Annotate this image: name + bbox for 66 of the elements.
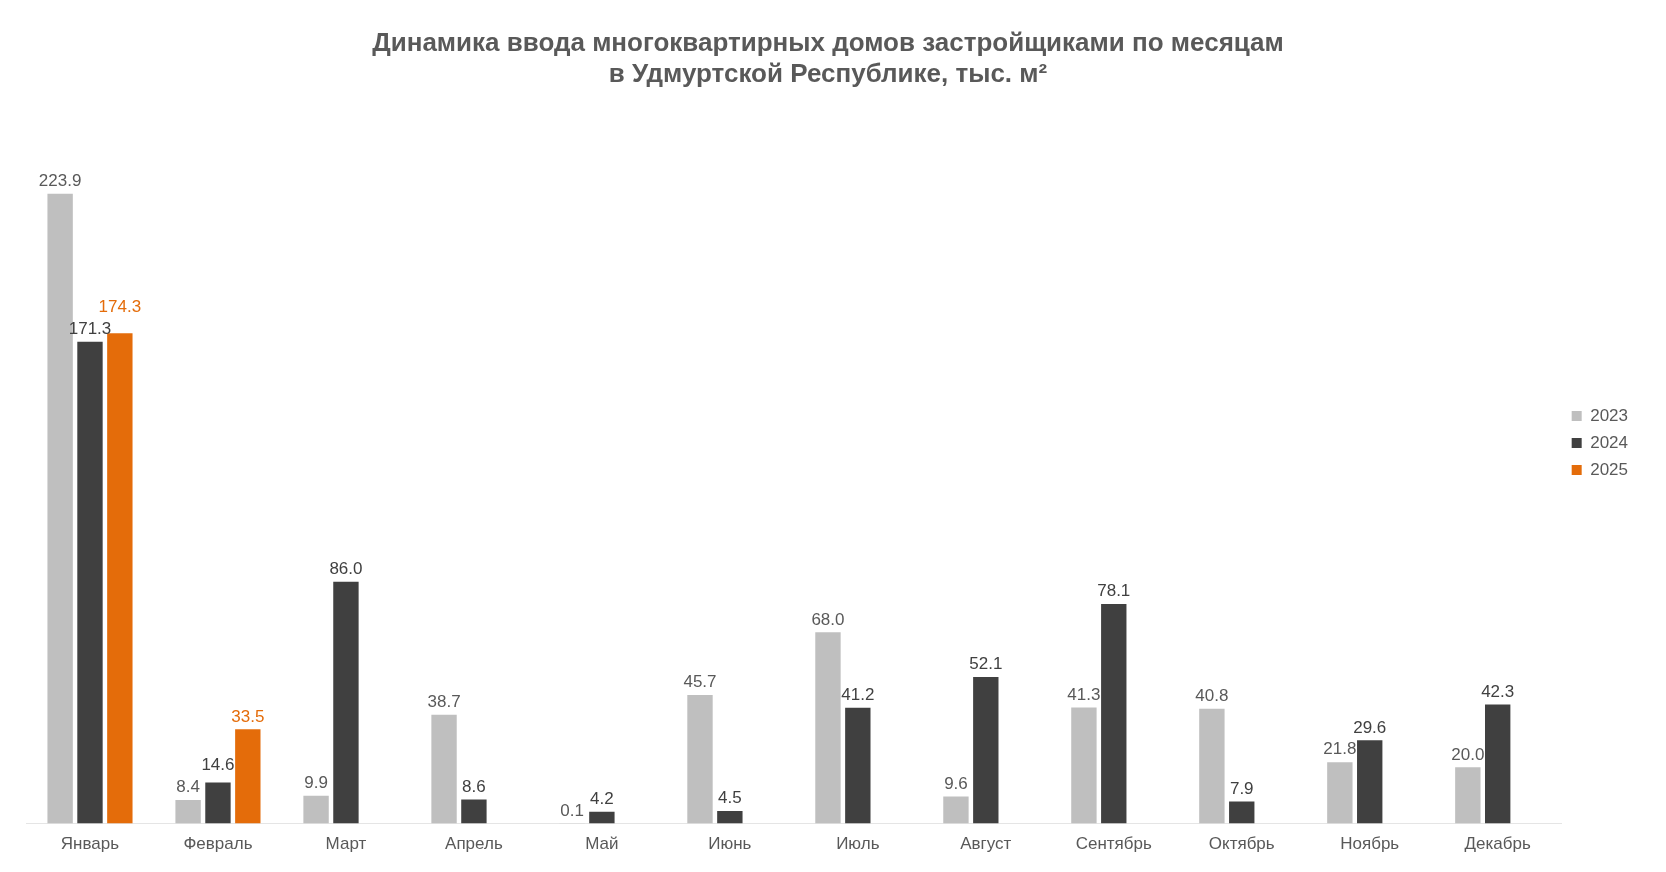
data-label: 7.9 — [1229, 778, 1254, 798]
bar — [1101, 603, 1127, 824]
bar — [1357, 740, 1383, 824]
data-label: 8.4 — [176, 777, 200, 797]
bar — [205, 782, 231, 824]
data-label: 9.6 — [944, 773, 968, 793]
bar — [333, 581, 359, 824]
legend-label: 2025 — [1590, 459, 1629, 479]
data-label: 21.8 — [1323, 739, 1357, 759]
x-tick-label: Январь — [60, 834, 120, 854]
data-label: 78.1 — [1097, 581, 1131, 601]
data-label: 4.5 — [718, 788, 742, 808]
data-label: 20.0 — [1451, 744, 1485, 764]
data-label: 9.9 — [304, 772, 328, 792]
data-label: 29.6 — [1353, 717, 1387, 737]
x-tick-label: Март — [325, 834, 367, 854]
data-label: 171.3 — [68, 318, 112, 338]
x-tick-label: Июнь — [708, 834, 752, 854]
bar — [303, 795, 329, 824]
bar — [1327, 762, 1353, 824]
data-label: 223.9 — [38, 171, 82, 190]
data-label: 174.3 — [98, 296, 142, 316]
x-tick-label: Май — [585, 834, 619, 854]
legend-label: 2024 — [1590, 432, 1629, 452]
legend-label: 2023 — [1590, 405, 1629, 425]
data-label: 33.5 — [231, 706, 265, 726]
bar — [1455, 767, 1481, 824]
x-tick-label: Октябрь — [1208, 834, 1275, 854]
x-tick-label: Август — [960, 834, 1012, 854]
bar — [845, 707, 871, 824]
data-label: 8.6 — [462, 776, 486, 796]
bar — [1229, 801, 1255, 824]
data-label: 68.0 — [811, 609, 845, 629]
data-label: 41.3 — [1067, 684, 1101, 704]
data-label: 86.0 — [329, 558, 363, 578]
data-label: 52.1 — [969, 654, 1003, 674]
bar — [943, 796, 969, 824]
bar — [431, 714, 457, 824]
data-label: 0.1 — [560, 800, 584, 820]
bar — [77, 341, 103, 824]
x-tick-label: Апрель — [445, 834, 503, 854]
bar — [687, 695, 713, 824]
bar — [461, 799, 487, 824]
bar — [107, 333, 133, 824]
data-label: 42.3 — [1481, 681, 1515, 701]
x-tick-label: Декабрь — [1464, 834, 1531, 854]
data-label: 14.6 — [201, 755, 235, 775]
bar — [1485, 704, 1511, 824]
bar — [589, 811, 615, 824]
chart-title: Динамика ввода многоквартирных домов застройщиками по месяцам в Удмуртской Республике, тыс. м² — [372, 26, 1284, 88]
x-tick-label: Ноябрь — [1340, 834, 1400, 854]
bar — [235, 729, 261, 824]
bar — [815, 632, 841, 824]
data-label: 41.2 — [841, 684, 875, 704]
bar — [973, 677, 999, 824]
bar — [717, 810, 743, 824]
x-tick-label: Февраль — [183, 834, 253, 854]
x-tick-label: Сентябрь — [1075, 834, 1152, 854]
data-label: 4.2 — [590, 788, 614, 808]
data-label: 40.8 — [1195, 686, 1229, 706]
bar — [175, 799, 201, 824]
data-label: 45.7 — [683, 672, 717, 692]
bar — [1071, 707, 1097, 824]
x-tick-label: Июль — [836, 834, 880, 854]
bar — [1199, 708, 1225, 824]
data-label: 38.7 — [427, 691, 461, 711]
